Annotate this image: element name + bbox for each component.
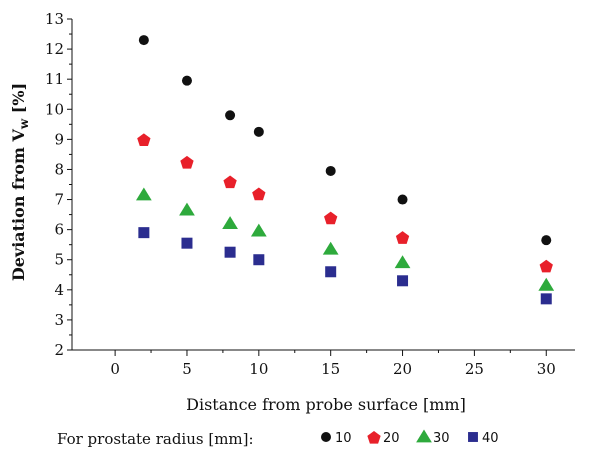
data-point [222,216,238,230]
data-point [397,275,409,287]
legend-title: For prostate radius [mm]: [57,430,254,448]
data-point [397,194,408,205]
x-tick-label: 5 [182,360,192,378]
legend-marker-square [468,432,478,442]
x-tick-label: 20 [393,360,412,378]
data-point [225,110,236,121]
y-tick-label: 6 [54,221,64,239]
y-axis-label-main: Deviation from V [9,129,28,282]
legend-marker-pentagon [367,431,381,444]
legend-marker-triangle [416,429,432,443]
x-axis-label: Distance from probe surface [mm] [186,395,466,414]
data-point [250,223,267,237]
legend-marker-circle [321,432,331,442]
legend-label: 40 [482,431,499,446]
legend-item-10: 10 [321,431,352,446]
legend: For prostate radius [mm]: 10 20 30 40 [57,429,499,448]
y-tick-label: 7 [54,191,64,209]
x-tick-label: 30 [537,360,556,378]
legend-item-30: 30 [416,429,450,446]
data-point [539,259,553,273]
data-point [181,237,193,249]
data-marks [135,35,555,305]
data-point [223,175,237,189]
data-point [325,266,337,278]
legend-label: 10 [335,431,352,446]
data-point [324,211,338,225]
y-tick-label: 2 [54,341,64,359]
legend-item-40: 40 [468,431,499,446]
data-point [541,235,552,246]
y-tick-label: 8 [54,160,64,178]
data-point [179,202,195,216]
y-tick-label: 10 [45,100,64,118]
data-point [135,187,152,201]
x-tick-label: 0 [110,360,120,378]
legend-label: 20 [383,431,400,446]
x-tick-label: 15 [321,360,340,378]
x-tick-label: 25 [465,360,484,378]
series-10 [138,35,552,246]
data-point [138,35,149,46]
y-tick-label: 9 [54,130,64,148]
x-tick-label: 10 [249,360,268,378]
y-axis-label: Deviation from Vw [%] [9,83,31,281]
data-point [137,133,151,147]
data-point [325,165,336,176]
y-tick-label: 3 [54,311,64,329]
y-tick-label: 13 [45,10,64,28]
data-point [394,255,411,269]
y-axis-label-unit: [%] [9,83,28,119]
y-tick-label: 11 [45,70,64,88]
data-point [395,231,410,244]
y-tick-label: 12 [45,40,64,58]
data-point [322,241,339,255]
data-point [538,277,555,291]
axis-titles: Distance from probe surface [mm] Deviati… [9,83,466,414]
data-point [224,246,236,258]
data-point [181,75,192,86]
series-30 [135,187,555,291]
data-point [540,293,552,305]
series-40 [138,227,552,305]
data-point [180,155,194,169]
data-point [138,227,150,239]
data-point [253,254,265,266]
y-tick-label: 4 [54,281,64,299]
legend-label: 30 [433,431,450,446]
y-tick-label: 5 [54,251,64,269]
legend-items: 10 20 30 40 [321,429,499,446]
legend-item-20: 20 [367,431,400,446]
data-point [252,187,266,201]
axes: 2 3 4 5 6 7 8 9 10 11 12 13 0 5 10 15 20 25 30 [45,10,575,378]
data-point [253,126,264,137]
y-axis-label-sub: w [17,118,31,130]
series-20 [137,133,553,273]
